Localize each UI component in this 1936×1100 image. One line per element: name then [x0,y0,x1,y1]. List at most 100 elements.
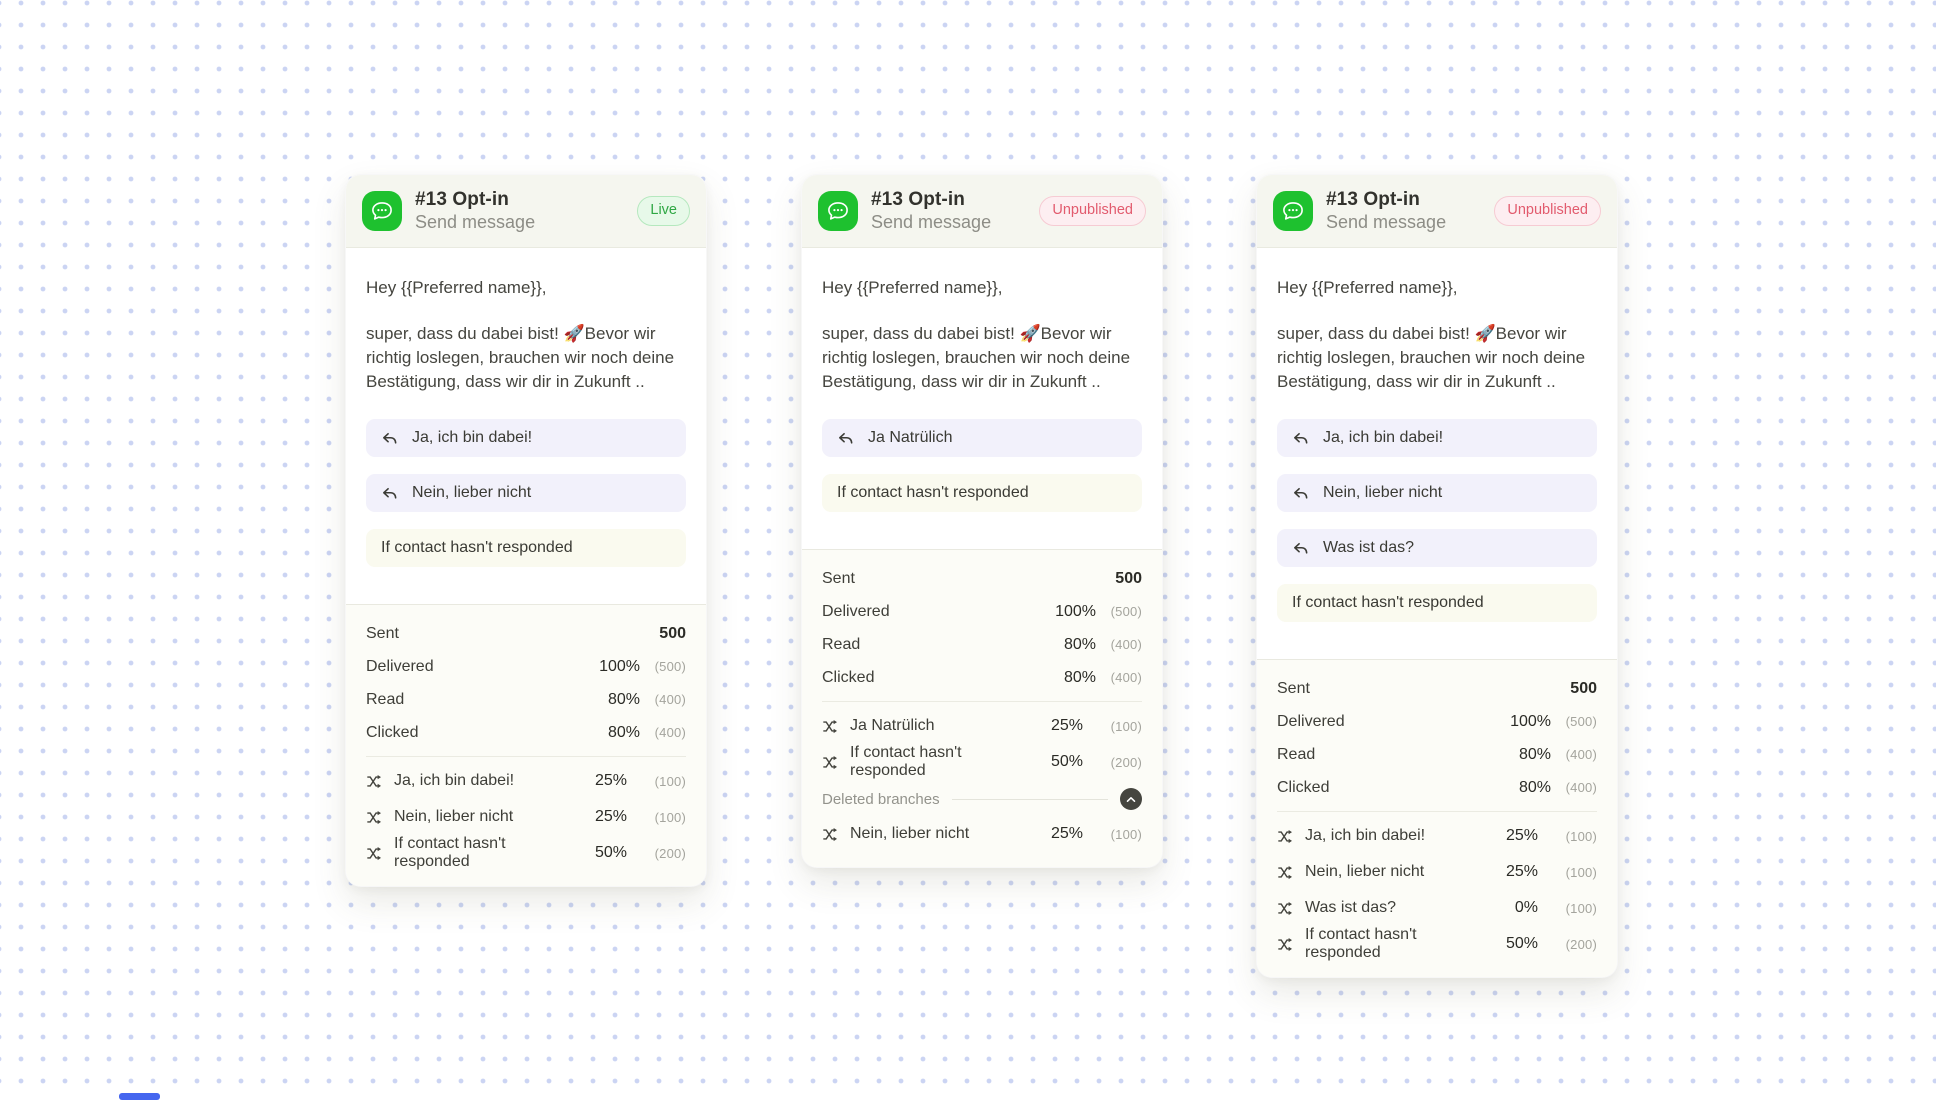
stat-count: (400) [1565,780,1597,795]
status-badge: Unpublished [1494,196,1601,226]
stat-row: Read 80% (400) [366,683,686,716]
message-paragraph: Hey {{Preferred name}}, [822,278,1003,297]
stat-value: 80% [607,723,640,741]
button-label: Was ist das? [1323,539,1414,556]
stat-value: 80% [1063,668,1096,686]
deleted-branches-label: Deleted branches [822,790,940,808]
reply-icon [1292,430,1309,447]
branch-label: Nein, lieber nicht [1305,863,1425,880]
branch-label: Ja, ich bin dabei! [1305,827,1426,844]
branch-label: If contact hasn't responded [394,835,506,870]
message-paragraph: Hey {{Preferred name}}, [366,278,547,297]
reply-icon [837,430,854,447]
fallback-row[interactable]: If contact hasn't responded [1277,584,1597,622]
shuffle-icon [366,846,381,861]
stat-row: Clicked 80% (400) [1277,771,1597,804]
branch-percent: 25% [1050,825,1083,842]
stat-row: Read 80% (400) [822,628,1142,661]
branch-row: Was ist das? 0% (100) [1277,890,1597,926]
deleted-branch-row: Nein, lieber nicht 25% (100) [822,816,1142,852]
branch-stats: Ja, ich bin dabei! 25% (100) Nein, lieber n… [366,763,686,871]
stat-count: (400) [1565,747,1597,762]
branch-count: (100) [1110,718,1142,734]
quick-reply-button[interactable]: Ja, ich bin dabei! [366,419,686,457]
stat-label: Clicked [1277,778,1330,796]
message-paragraph: super, dass du dabei bist! 🚀Bevor wir ri… [1277,324,1586,391]
shuffle-icon [1277,829,1292,844]
shuffle-icon [366,774,381,789]
button-label: Ja, ich bin dabei! [412,429,533,446]
reply-icon [381,430,398,447]
stats-list: Sent 500 Delivered 100% (500) Read 80% (400) Cli… [1277,672,1597,804]
quick-reply-button[interactable]: Ja Natrülich [822,419,1142,457]
message-paragraph: Hey {{Preferred name}}, [1277,278,1458,297]
message-node-card[interactable]: #13 Opt-in Send message Live Hey {{Prefe… [345,174,707,887]
stat-label: Sent [1277,679,1310,697]
branch-percent: 50% [1505,935,1538,952]
stat-count: (400) [654,692,686,707]
button-label: If contact hasn't responded [837,484,1029,501]
stat-count: (400) [654,725,686,740]
stats-divider [1277,811,1597,812]
card-title: #13 Opt-in [871,189,965,210]
stat-label: Delivered [822,602,890,620]
stats-list: Sent 500 Delivered 100% (500) Read 80% (400) Cli… [366,617,686,749]
branch-label: Ja, ich bin dabei! [394,772,515,789]
stat-row: Delivered 100% (500) [366,650,686,683]
branch-row: Ja, ich bin dabei! 25% (100) [366,763,686,799]
branch-stats: Ja, ich bin dabei! 25% (100) Nein, lieber n… [1277,818,1597,962]
stat-value: 80% [1518,745,1551,763]
branch-percent: 25% [594,772,627,789]
stat-label: Read [822,635,861,653]
quick-reply-button[interactable]: Was ist das? [1277,529,1597,567]
quick-reply-buttons: Ja, ich bin dabei! Nein, lieber nicht Was … [1277,419,1597,622]
stat-value: 80% [1063,635,1096,653]
branch-percent: 25% [1505,863,1538,880]
reply-icon [1292,485,1309,502]
message-node-card[interactable]: #13 Opt-in Send message Unpublished Hey … [801,174,1163,868]
stat-count: (400) [1110,637,1142,652]
quick-reply-buttons: Ja Natrülich If contact hasn't responded [822,419,1142,512]
card-subtitle: Send message [1326,212,1447,232]
deleted-branches-header: Deleted branches [822,782,1142,816]
status-badge: Live [637,196,690,226]
stats-section: Sent 500 Delivered 100% (500) Read 80% (400) Cli… [346,604,706,886]
stat-label: Clicked [366,723,419,741]
message-paragraph: super, dass du dabei bist! 🚀Bevor wir ri… [366,324,675,391]
shuffle-icon [1277,901,1292,916]
stats-divider [366,756,686,757]
stat-row: Sent 500 [1277,672,1597,705]
fallback-row[interactable]: If contact hasn't responded [366,529,686,567]
whatsapp-message-icon [362,191,402,231]
shuffle-icon [366,810,381,825]
card-header: #13 Opt-in Send message Live [346,175,706,248]
message-node-card[interactable]: #13 Opt-in Send message Unpublished Hey … [1256,174,1618,978]
branch-count: (100) [654,809,686,825]
branch-label: Nein, lieber nicht [850,825,970,842]
fallback-row[interactable]: If contact hasn't responded [822,474,1142,512]
branch-count: (100) [1565,864,1597,880]
branch-row: Nein, lieber nicht 25% (100) [1277,854,1597,890]
stat-value: 100% [599,657,640,675]
quick-reply-buttons: Ja, ich bin dabei! Nein, lieber nicht If c… [366,419,686,567]
branch-percent: 0% [1514,899,1538,916]
collapse-toggle-button[interactable] [1120,788,1142,810]
button-label: Ja, ich bin dabei! [1323,429,1444,446]
quick-reply-button[interactable]: Ja, ich bin dabei! [1277,419,1597,457]
stat-value: 80% [607,690,640,708]
card-subtitle: Send message [871,212,992,232]
stat-label: Read [1277,745,1316,763]
branch-label: If contact hasn't responded [1305,926,1417,961]
stat-value: 500 [1570,679,1597,697]
button-label: If contact hasn't responded [1292,594,1484,611]
stat-value: 500 [1115,569,1142,587]
card-title: #13 Opt-in [415,189,509,210]
card-subtitle: Send message [415,212,536,232]
stats-section: Sent 500 Delivered 100% (500) Read 80% (400) Cli… [802,549,1162,867]
quick-reply-button[interactable]: Nein, lieber nicht [1277,474,1597,512]
quick-reply-button[interactable]: Nein, lieber nicht [366,474,686,512]
whatsapp-message-icon [1273,191,1313,231]
button-label: Ja Natrülich [868,429,953,446]
message-text: Hey {{Preferred name}}, super, dass du da… [1277,276,1597,394]
branch-percent: 25% [1050,717,1083,734]
